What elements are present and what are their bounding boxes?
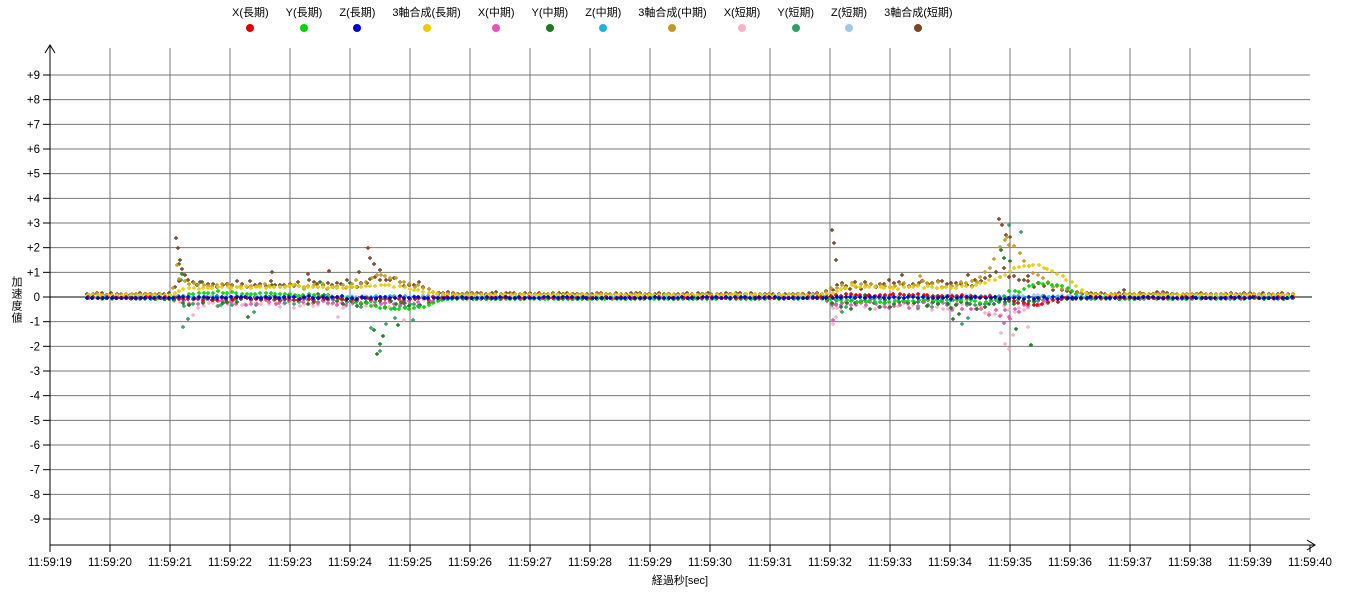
x-tick-label: 11:59:32 [808,557,852,569]
legend-item-c_short: 3軸合成(短期) [884,6,953,32]
x-tick-label: 11:59:21 [148,557,192,569]
legend-marker-icon [492,24,501,32]
legend-marker-icon [738,24,747,32]
legend-label: Z(長期) [339,7,376,19]
legend-item-z_long: Z(長期) [339,6,375,32]
legend-marker-icon [845,24,854,32]
legend-marker-icon [914,24,923,32]
series-y_short [87,223,1295,353]
x-tick-label: 11:59:34 [928,557,973,569]
series-z_long [85,294,1294,301]
y-tick-label: 0 [34,292,40,304]
legend-label: Y(中期) [531,7,569,19]
y-tick-label: +7 [27,119,40,131]
legend-marker-icon [791,24,800,32]
legend-marker-icon [599,24,608,32]
y-tick-label: -8 [30,489,40,501]
y-tick-label: +6 [27,144,40,156]
y-tick-label: -3 [30,366,40,378]
x-tick-label: 11:59:26 [448,557,492,569]
x-tick-label: 11:59:30 [688,557,732,569]
y-axis-title: 加速度値 [10,276,22,324]
legend-label: Y(短期) [777,7,815,19]
x-tick-label: 11:59:23 [268,557,312,569]
y-tick-label: +5 [27,169,40,181]
x-tick-label: 11:59:39 [1228,557,1272,569]
x-tick-label: 11:59:38 [1168,557,1212,569]
legend-label: 3軸合成(長期) [392,7,461,19]
legend-marker-icon [545,24,554,32]
legend-item-x_long: X(長期) [232,6,269,32]
y-tick-label: +9 [27,70,40,82]
legend-item-z_short: Z(短期) [831,6,867,32]
x-tick-label: 11:59:19 [28,557,72,569]
x-tick-label: 11:59:24 [328,557,373,569]
y-tick-label: +8 [27,95,40,107]
x-tick-label: 11:59:28 [568,557,612,569]
legend-item-y_long: Y(長期) [285,6,323,32]
legend: X(長期) Y(長期) Z(長期) 3軸合成(長期) X(中期) Y(中期) Z(中期) 3軸… [232,6,953,32]
y-tick-label: +3 [27,218,40,230]
legend-marker-icon [246,24,255,32]
legend-marker-icon [422,24,431,32]
y-tick-label: -5 [30,415,40,427]
y-axis-arrow-icon [44,44,56,54]
y-tick-label: +4 [27,193,41,205]
series-x_short [86,295,1295,351]
legend-label: X(長期) [232,7,269,19]
legend-marker-icon [353,24,362,32]
y-tick-label: -6 [30,440,40,452]
x-tick-label: 11:59:33 [868,557,912,569]
x-tick-label: 11:59:27 [508,557,552,569]
legend-marker-icon [668,24,677,32]
y-tick-label: +1 [27,267,40,279]
x-tick-label: 11:59:29 [628,557,672,569]
x-tick-label: 11:59:36 [1048,557,1092,569]
x-tick-label: 11:59:22 [208,557,252,569]
legend-item-x_mid: X(中期) [478,6,515,32]
legend-item-c_mid: 3軸合成(中期) [638,6,707,32]
y-tick-label: -9 [30,514,40,526]
x-tick-label: 11:59:35 [988,557,1032,569]
legend-item-x_short: X(短期) [723,6,761,32]
series-c_short [85,217,1295,297]
y-tick-label: -1 [30,317,40,329]
legend-marker-icon [300,24,308,32]
legend-label: Y(長期) [285,7,323,19]
legend-label: X(短期) [723,7,761,19]
x-tick-label: 11:59:40 [1288,557,1332,569]
y-tick-label: +2 [27,243,40,255]
legend-label: 3軸合成(短期) [884,7,953,19]
x-axis-title: 経過秒[sec] [651,575,709,587]
x-tick-label: 11:59:31 [748,557,792,569]
x-tick-label: 11:59:20 [88,557,132,569]
y-tick-label: -7 [30,465,40,477]
legend-label: X(中期) [477,7,515,19]
x-tick-label: 11:59:25 [388,557,432,569]
legend-item-y_mid: Y(中期) [531,6,569,32]
legend-item-y_short: Y(短期) [777,6,814,32]
y-tick-label: -4 [30,391,41,403]
legend-label: 3軸合成(中期) [638,7,707,19]
legend-label: Z(中期) [585,7,622,19]
x-tick-label: 11:59:37 [1108,557,1152,569]
legend-label: Z(短期) [831,7,868,19]
legend-item-z_mid: Z(中期) [585,6,621,32]
y-tick-label: -2 [30,341,40,353]
legend-item-c_long: 3軸合成(長期) [392,6,461,32]
